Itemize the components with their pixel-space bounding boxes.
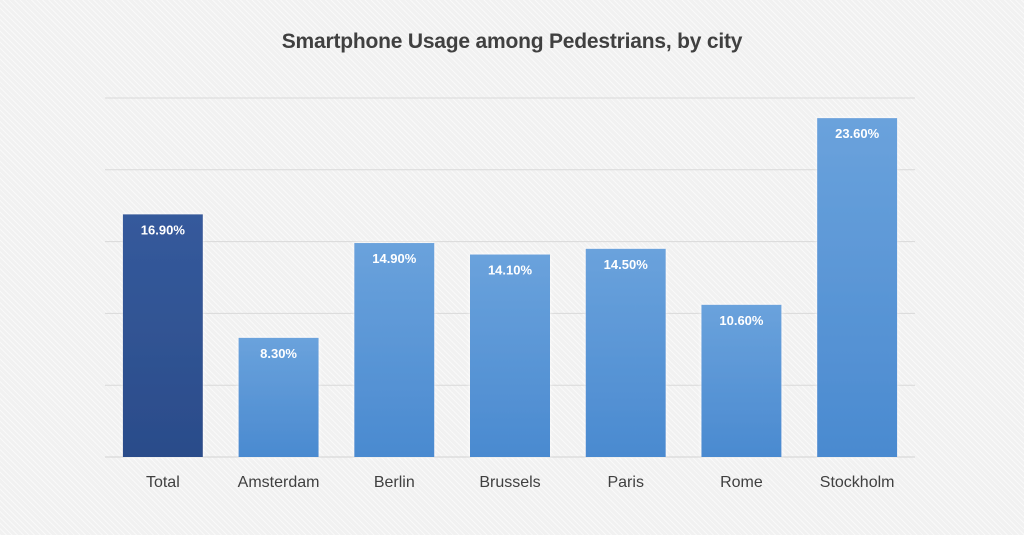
x-axis-tick-labels: Total Amsterdam Berlin Brussels Paris Rome Sto… bbox=[146, 474, 895, 491]
chart-title: Smartphone Usage among Pedestrians, by c… bbox=[281, 30, 743, 53]
data-label-berlin: 14.90% bbox=[372, 251, 417, 266]
bar-paris bbox=[585, 248, 666, 457]
bar-total bbox=[122, 214, 203, 457]
x-tick-amsterdam: Amsterdam bbox=[238, 474, 320, 491]
bar-berlin bbox=[354, 243, 435, 457]
data-label-paris: 14.50% bbox=[604, 257, 649, 272]
data-label-rome: 10.60% bbox=[719, 313, 764, 328]
x-tick-rome: Rome bbox=[720, 474, 763, 491]
x-tick-stockholm: Stockholm bbox=[820, 474, 895, 491]
data-label-amsterdam: 8.30% bbox=[260, 346, 297, 361]
bar-rome bbox=[701, 304, 782, 457]
bar-amsterdam bbox=[238, 337, 319, 457]
x-tick-paris: Paris bbox=[607, 474, 643, 491]
data-label-brussels: 14.10% bbox=[488, 263, 533, 278]
data-labels: 16.90% 8.30% 14.90% 14.10% 14.50% 10.60% 23.60… bbox=[141, 126, 880, 361]
x-tick-brussels: Brussels bbox=[479, 474, 540, 491]
bar-stockholm bbox=[817, 118, 898, 457]
x-tick-total: Total bbox=[146, 474, 180, 491]
bars bbox=[122, 118, 898, 457]
data-label-stockholm: 23.60% bbox=[835, 126, 880, 141]
data-label-total: 16.90% bbox=[141, 222, 186, 237]
x-tick-berlin: Berlin bbox=[374, 474, 415, 491]
bar-brussels bbox=[470, 254, 550, 457]
